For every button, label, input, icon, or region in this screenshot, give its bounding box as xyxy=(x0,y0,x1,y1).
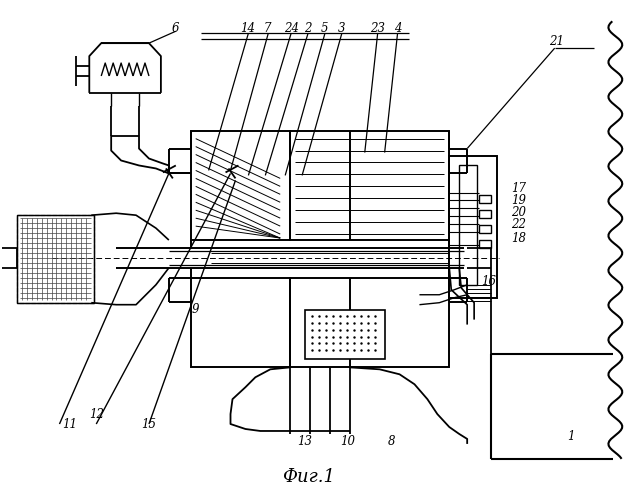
Bar xyxy=(449,155,497,298)
Text: 13: 13 xyxy=(298,435,312,448)
Text: 8: 8 xyxy=(388,435,396,448)
Bar xyxy=(305,310,385,360)
Text: 1: 1 xyxy=(567,430,574,443)
Text: 5: 5 xyxy=(321,22,329,35)
Text: Фиг.1: Фиг.1 xyxy=(282,468,335,486)
Text: 23: 23 xyxy=(370,22,385,35)
Text: 6: 6 xyxy=(172,22,180,35)
Bar xyxy=(290,278,449,368)
Bar xyxy=(460,165,477,285)
Text: 11: 11 xyxy=(62,417,77,430)
Bar xyxy=(17,215,94,303)
Text: 14: 14 xyxy=(240,22,255,35)
Text: 10: 10 xyxy=(340,435,355,448)
Text: 9: 9 xyxy=(192,303,200,316)
Text: 17: 17 xyxy=(511,182,526,195)
Bar xyxy=(479,240,491,248)
Bar xyxy=(290,130,449,240)
Text: 18: 18 xyxy=(511,232,526,245)
Bar xyxy=(191,130,290,240)
Text: 3: 3 xyxy=(338,22,346,35)
Text: 16: 16 xyxy=(481,275,497,288)
Text: 2: 2 xyxy=(304,22,312,35)
Text: 15: 15 xyxy=(141,417,156,430)
Bar xyxy=(191,278,290,368)
Bar xyxy=(479,225,491,233)
Bar xyxy=(479,195,491,203)
Text: 24: 24 xyxy=(284,22,299,35)
Text: 7: 7 xyxy=(264,22,271,35)
Text: 22: 22 xyxy=(511,218,526,231)
Bar xyxy=(17,215,94,303)
Text: 4: 4 xyxy=(394,22,401,35)
Text: 20: 20 xyxy=(511,206,526,219)
Text: 19: 19 xyxy=(511,194,526,207)
Bar xyxy=(479,210,491,218)
Bar xyxy=(17,215,94,303)
Text: 12: 12 xyxy=(89,407,104,421)
Text: 21: 21 xyxy=(549,35,564,48)
